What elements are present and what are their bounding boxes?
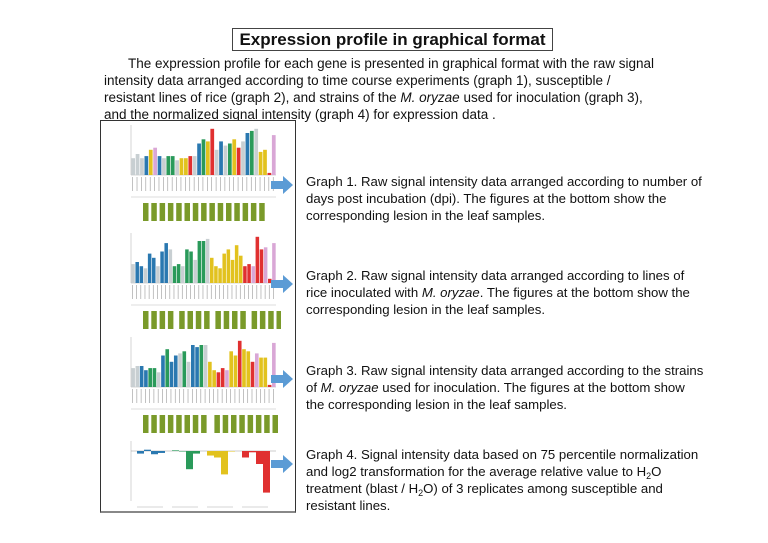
intro-text-1: The expression profile for each gene is … [104,56,655,105]
caption-graph-2: Graph 2. Raw signal intensity data arran… [306,268,690,317]
caption-graph-4: Graph 4. Signal intensity data based on … [306,447,699,513]
intro-species: M. oryzae [400,90,460,105]
caption-graph-1: Graph 1. Raw signal intensity data arran… [306,174,702,223]
graph-1 [121,125,281,225]
arrow-right-icon [271,176,293,194]
graph-3 [121,337,281,437]
arrow-right-icon [271,275,293,293]
intro-paragraph: The expression profile for each gene is … [104,55,664,123]
arrow-right-icon [271,455,293,473]
caption-graph-3: Graph 3. Raw signal intensity data arran… [306,363,704,412]
graphs-panel [100,120,296,513]
page-title: Expression profile in graphical format [232,28,553,51]
graph-4 [121,439,281,511]
intro-text-2: used for inoculation (graph 3), and the … [104,90,643,122]
graph-2 [121,233,281,333]
arrow-right-icon [271,370,293,388]
